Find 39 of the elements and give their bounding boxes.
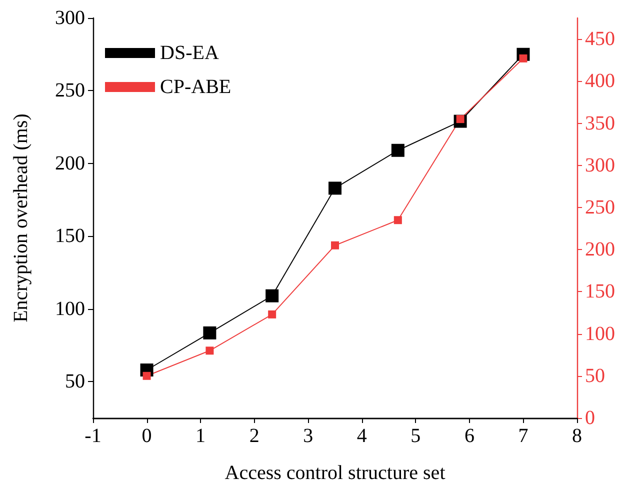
y2-tick-label: 350 — [585, 112, 615, 134]
point — [206, 346, 214, 355]
y-tick-label: 200 — [55, 152, 85, 174]
y2-tick-label: 400 — [585, 70, 615, 92]
point — [142, 372, 151, 380]
x-tick-label: 4 — [356, 425, 367, 447]
y-tick-label: 300 — [55, 7, 85, 29]
y2-tick-label: 250 — [585, 196, 615, 218]
y2-tick-label: 100 — [585, 322, 615, 345]
point — [331, 241, 339, 250]
x-tick-label: 0 — [142, 425, 152, 447]
point — [391, 144, 404, 157]
point — [203, 326, 216, 340]
x-axis-title: Access control structure set — [224, 462, 446, 484]
x-tick-label: 6 — [464, 425, 474, 447]
y-tick-label: 100 — [55, 298, 85, 320]
y2-tick-label: 300 — [585, 154, 615, 176]
x-tick-label: 7 — [518, 425, 528, 447]
y-tick-label: 50 — [65, 370, 85, 393]
y2-tick-label: 450 — [585, 28, 615, 50]
x-tick-label: 5 — [410, 425, 421, 447]
y2-tick-label: 0 — [585, 407, 595, 429]
y2-tick-label: 50 — [585, 364, 605, 387]
y-tick-label: 250 — [55, 80, 85, 102]
y2-tick-label: 150 — [585, 280, 615, 303]
y2-tick-label: 200 — [585, 238, 615, 261]
y-tick-label: 150 — [55, 225, 85, 248]
x-tick-label: 1 — [196, 425, 206, 447]
point — [394, 216, 402, 224]
point — [328, 182, 342, 195]
x-tick-label: 2 — [249, 425, 260, 447]
y-axis-title: Encryption overhead (ms) — [10, 114, 32, 322]
x-tick-label: -1 — [84, 425, 102, 447]
x-tick-label: 3 — [303, 425, 314, 447]
legend-label: DS-EA — [160, 42, 220, 64]
legend-label: CP-ABE — [160, 76, 232, 98]
point — [268, 310, 276, 318]
point — [266, 289, 279, 302]
x-tick-label: 8 — [572, 425, 582, 447]
